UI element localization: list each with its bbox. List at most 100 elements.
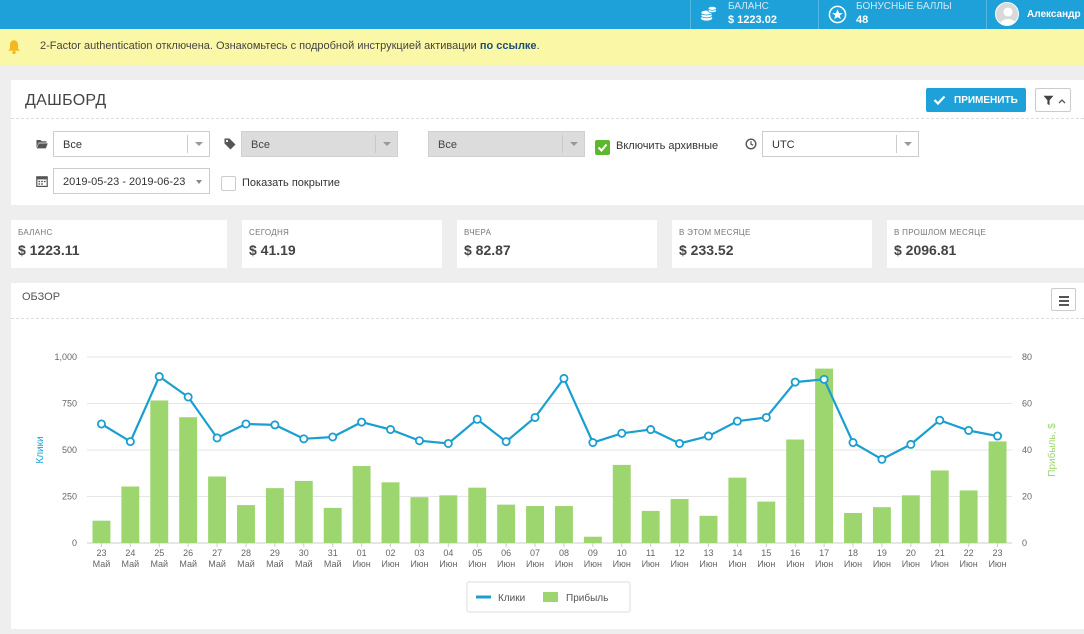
balance-value: $ 1223.02	[728, 14, 777, 26]
x-tick-month: Май	[93, 559, 111, 569]
profit-bar	[150, 400, 169, 543]
right-axis-label: Прибыль, $	[1046, 423, 1058, 477]
chart-menu-button[interactable]	[1051, 288, 1076, 311]
right-tick-label: 40	[1022, 445, 1032, 455]
user-menu[interactable]: Александр	[986, 0, 1084, 29]
x-tick-month: Июн	[526, 559, 544, 569]
left-axis-label: Клики	[35, 436, 46, 463]
profit-bar	[757, 501, 776, 543]
include-archive-label[interactable]: Включить архивные	[616, 140, 719, 152]
alert-message: 2-Factor authentication отключена. Ознак…	[40, 40, 480, 52]
profit-bar	[468, 487, 487, 543]
profit-bar	[526, 506, 545, 543]
stat-card-balance: БАЛАНС $ 1223.11	[11, 220, 227, 268]
coins-icon	[700, 6, 717, 21]
tag-icon	[224, 138, 236, 150]
x-tick-month: Май	[179, 559, 197, 569]
legend-item-profit[interactable]: Прибыль	[543, 592, 608, 604]
x-tick-month: Июн	[381, 559, 399, 569]
date-range-picker[interactable]: 2019-05-23 - 2019-06-23	[53, 168, 210, 194]
stat-value: $ 233.52	[679, 242, 734, 258]
third-select[interactable]: Все	[428, 131, 585, 157]
profit-bar	[901, 495, 920, 543]
clicks-point	[993, 431, 1003, 441]
top-bar: БАЛАНС $ 1223.02 БОНУСНЫЕ БАЛЛЫ 48 Алекс…	[0, 0, 1084, 29]
chevron-down-icon	[562, 135, 584, 153]
legend-item-clicks[interactable]: Клики	[476, 593, 525, 604]
x-tick-month: Май	[150, 559, 168, 569]
balance-widget[interactable]: БАЛАНС $ 1223.02	[690, 0, 818, 29]
clicks-point	[443, 438, 453, 448]
profit-bar	[583, 536, 602, 543]
x-tick-day: 25	[154, 548, 164, 558]
apply-button-label: ПРИМЕНИТЬ	[954, 95, 1018, 106]
filter-toggle-button[interactable]	[1035, 88, 1071, 112]
include-archive-checkbox[interactable]	[595, 140, 610, 155]
x-tick-day: 01	[357, 548, 367, 558]
clicks-point	[125, 437, 135, 447]
x-tick-day: 17	[819, 548, 829, 558]
alert-link[interactable]: по ссылке	[479, 40, 537, 52]
profit-bar	[92, 520, 111, 543]
x-tick-month: Май	[266, 559, 284, 569]
clicks-line	[100, 374, 998, 461]
chevron-down-icon	[375, 135, 397, 153]
x-tick-day: 04	[443, 548, 453, 558]
x-tick-month: Май	[324, 559, 342, 569]
profit-bar	[497, 504, 516, 543]
profit-bars	[92, 368, 1007, 543]
folder-select[interactable]: Все	[53, 131, 210, 157]
profit-bar	[439, 495, 458, 543]
x-tick-day: 23	[96, 548, 106, 558]
chevron-up-icon	[1058, 99, 1066, 104]
x-tick-month: Июн	[699, 559, 717, 569]
x-tick-day: 15	[761, 548, 771, 558]
x-tick-day: 27	[212, 548, 222, 558]
x-tick-day: 23	[993, 548, 1003, 558]
show-coverage-checkbox[interactable]	[221, 176, 236, 191]
clicks-point	[559, 373, 569, 383]
divider	[11, 318, 1084, 319]
legend-profit-swatch	[543, 592, 558, 602]
x-tick-day: 22	[964, 548, 974, 558]
clicks-point	[761, 412, 771, 422]
profit-bar	[179, 417, 198, 543]
calendar-icon	[36, 176, 48, 187]
chart-legend: Клики Прибыль	[466, 581, 631, 613]
timezone-select[interactable]: UTC	[762, 131, 919, 157]
x-tick-month: Июн	[353, 559, 371, 569]
clicks-point	[212, 433, 222, 443]
clicks-point	[877, 454, 887, 464]
x-tick-day: 19	[877, 548, 887, 558]
date-range-value: 2019-05-23 - 2019-06-23	[63, 176, 186, 188]
profit-bar	[670, 499, 689, 543]
bonus-widget[interactable]: БОНУСНЫЕ БАЛЛЫ 48	[818, 0, 986, 29]
profit-bar	[699, 515, 718, 543]
bonus-caption: БОНУСНЫЕ БАЛЛЫ	[856, 1, 952, 12]
profit-bar	[554, 506, 573, 543]
x-tick-month: Июн	[960, 559, 978, 569]
profit-bar	[815, 368, 834, 543]
user-name: Александр	[1027, 9, 1081, 20]
left-tick-label: 250	[62, 492, 77, 502]
x-tick-month: Май	[208, 559, 226, 569]
balance-caption: БАЛАНС	[728, 1, 769, 12]
profit-bar	[930, 470, 949, 543]
chevron-down-icon	[896, 135, 918, 153]
hamburger-icon-line	[1059, 300, 1069, 302]
clicks-point	[241, 419, 251, 429]
tag-select[interactable]: Все	[241, 131, 398, 157]
check-icon	[933, 95, 946, 106]
profit-bar	[988, 441, 1007, 543]
profit-bar	[844, 513, 862, 543]
clicks-point	[154, 372, 164, 382]
apply-button[interactable]: ПРИМЕНИТЬ	[926, 88, 1026, 112]
clicks-point	[183, 392, 193, 402]
right-tick-label: 0	[1022, 538, 1027, 548]
show-coverage-label[interactable]: Показать покрытие	[242, 177, 341, 189]
profit-bar	[381, 482, 400, 543]
x-tick-day: 28	[241, 548, 251, 558]
x-tick-month: Июн	[873, 559, 891, 569]
page-title: ДАШБОРД	[25, 92, 107, 109]
clicks-point	[790, 377, 800, 387]
